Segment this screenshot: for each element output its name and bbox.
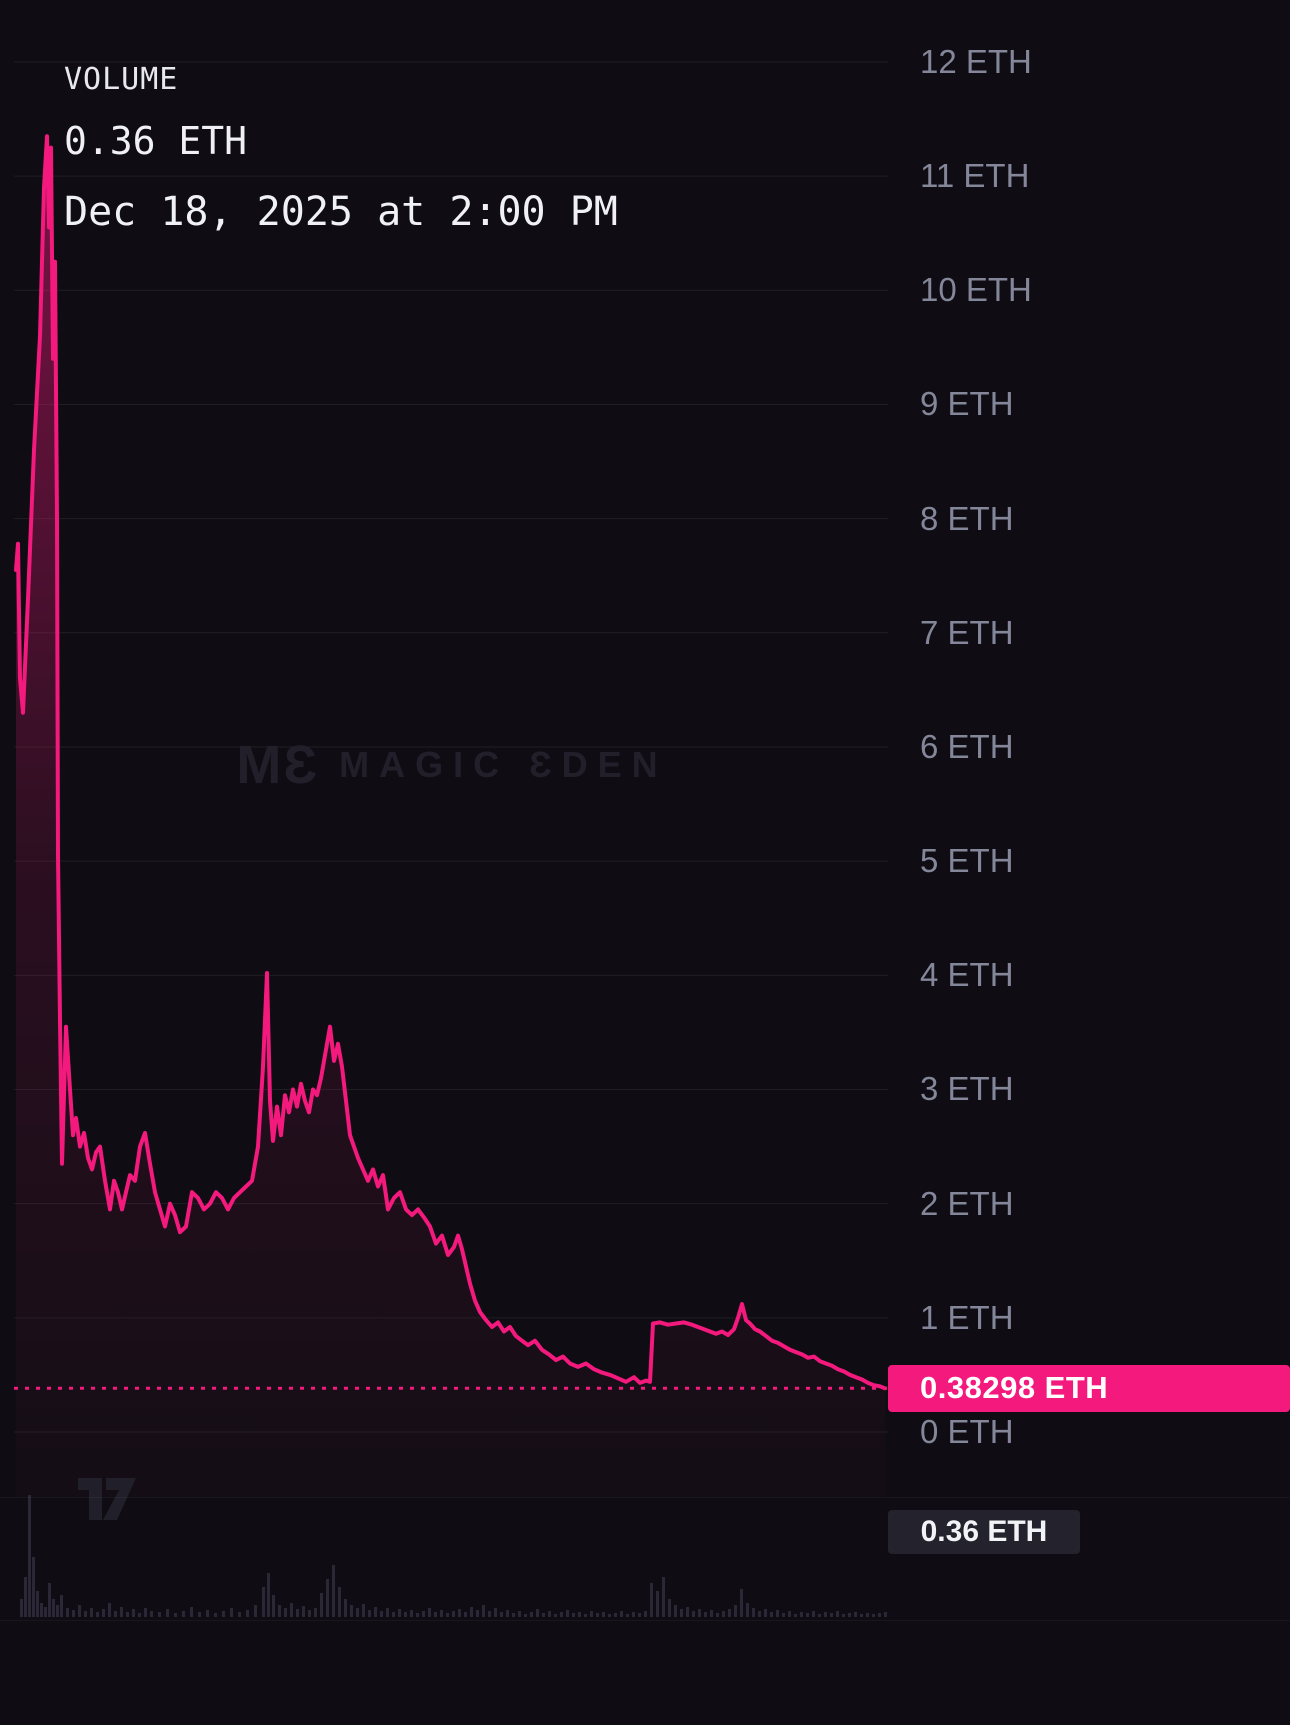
magic-eden-watermark-text: MAGIC ƐDEN xyxy=(339,744,668,785)
y-axis-label: 6 ETH xyxy=(920,727,1014,765)
y-axis-label: 2 ETH xyxy=(920,1184,1014,1222)
price-area-fill xyxy=(16,136,885,1498)
y-axis-label: 9 ETH xyxy=(920,385,1014,423)
legend-crosshair-timestamp: Dec 18, 2025 at 2:00 PM xyxy=(64,189,618,235)
y-axis-label: 5 ETH xyxy=(920,842,1014,880)
pane-separator[interactable] xyxy=(0,1497,1290,1498)
current-volume-badge: 0.36 ETH xyxy=(888,1510,1080,1554)
price-line-series xyxy=(14,134,887,1391)
y-axis-label: 3 ETH xyxy=(920,1070,1014,1108)
y-axis-label: 0 ETH xyxy=(920,1413,1014,1450)
y-axis-label: 10 ETH xyxy=(920,271,1032,309)
tradingview-logo-icon xyxy=(74,1462,140,1533)
current-volume-label: 0.36 ETH xyxy=(920,1515,1048,1548)
magic-eden-watermark: MƐ MAGIC ƐDEN xyxy=(236,734,667,796)
pane-separator[interactable] xyxy=(0,1620,1290,1621)
y-axis-label: 1 ETH xyxy=(920,1298,1014,1336)
magic-eden-logo-icon: MƐ xyxy=(236,735,320,795)
current-price-badge: 0.38298 ETH xyxy=(888,1364,1290,1412)
chart-legend: VOLUME 0.36 ETH Dec 18, 2025 at 2:00 PM xyxy=(64,62,618,235)
y-axis-label: 12 ETH xyxy=(920,42,1032,80)
y-axis-label: 8 ETH xyxy=(920,499,1014,537)
y-axis-price-scale[interactable]: 12 ETH 11 ETH 10 ETH 9 ETH 8 ETH 7 ETH 6 ETH 5 … xyxy=(888,0,1290,1725)
volume-histogram xyxy=(20,1495,887,1617)
y-axis-label: 7 ETH xyxy=(920,613,1014,651)
legend-series-title: VOLUME xyxy=(64,62,179,97)
y-axis-label: 4 ETH xyxy=(920,956,1014,994)
legend-volume-value: 0.36 ETH xyxy=(64,119,248,163)
y-axis-label: 11 ETH xyxy=(920,157,1030,195)
current-price-label: 0.38298 ETH xyxy=(920,1370,1109,1406)
